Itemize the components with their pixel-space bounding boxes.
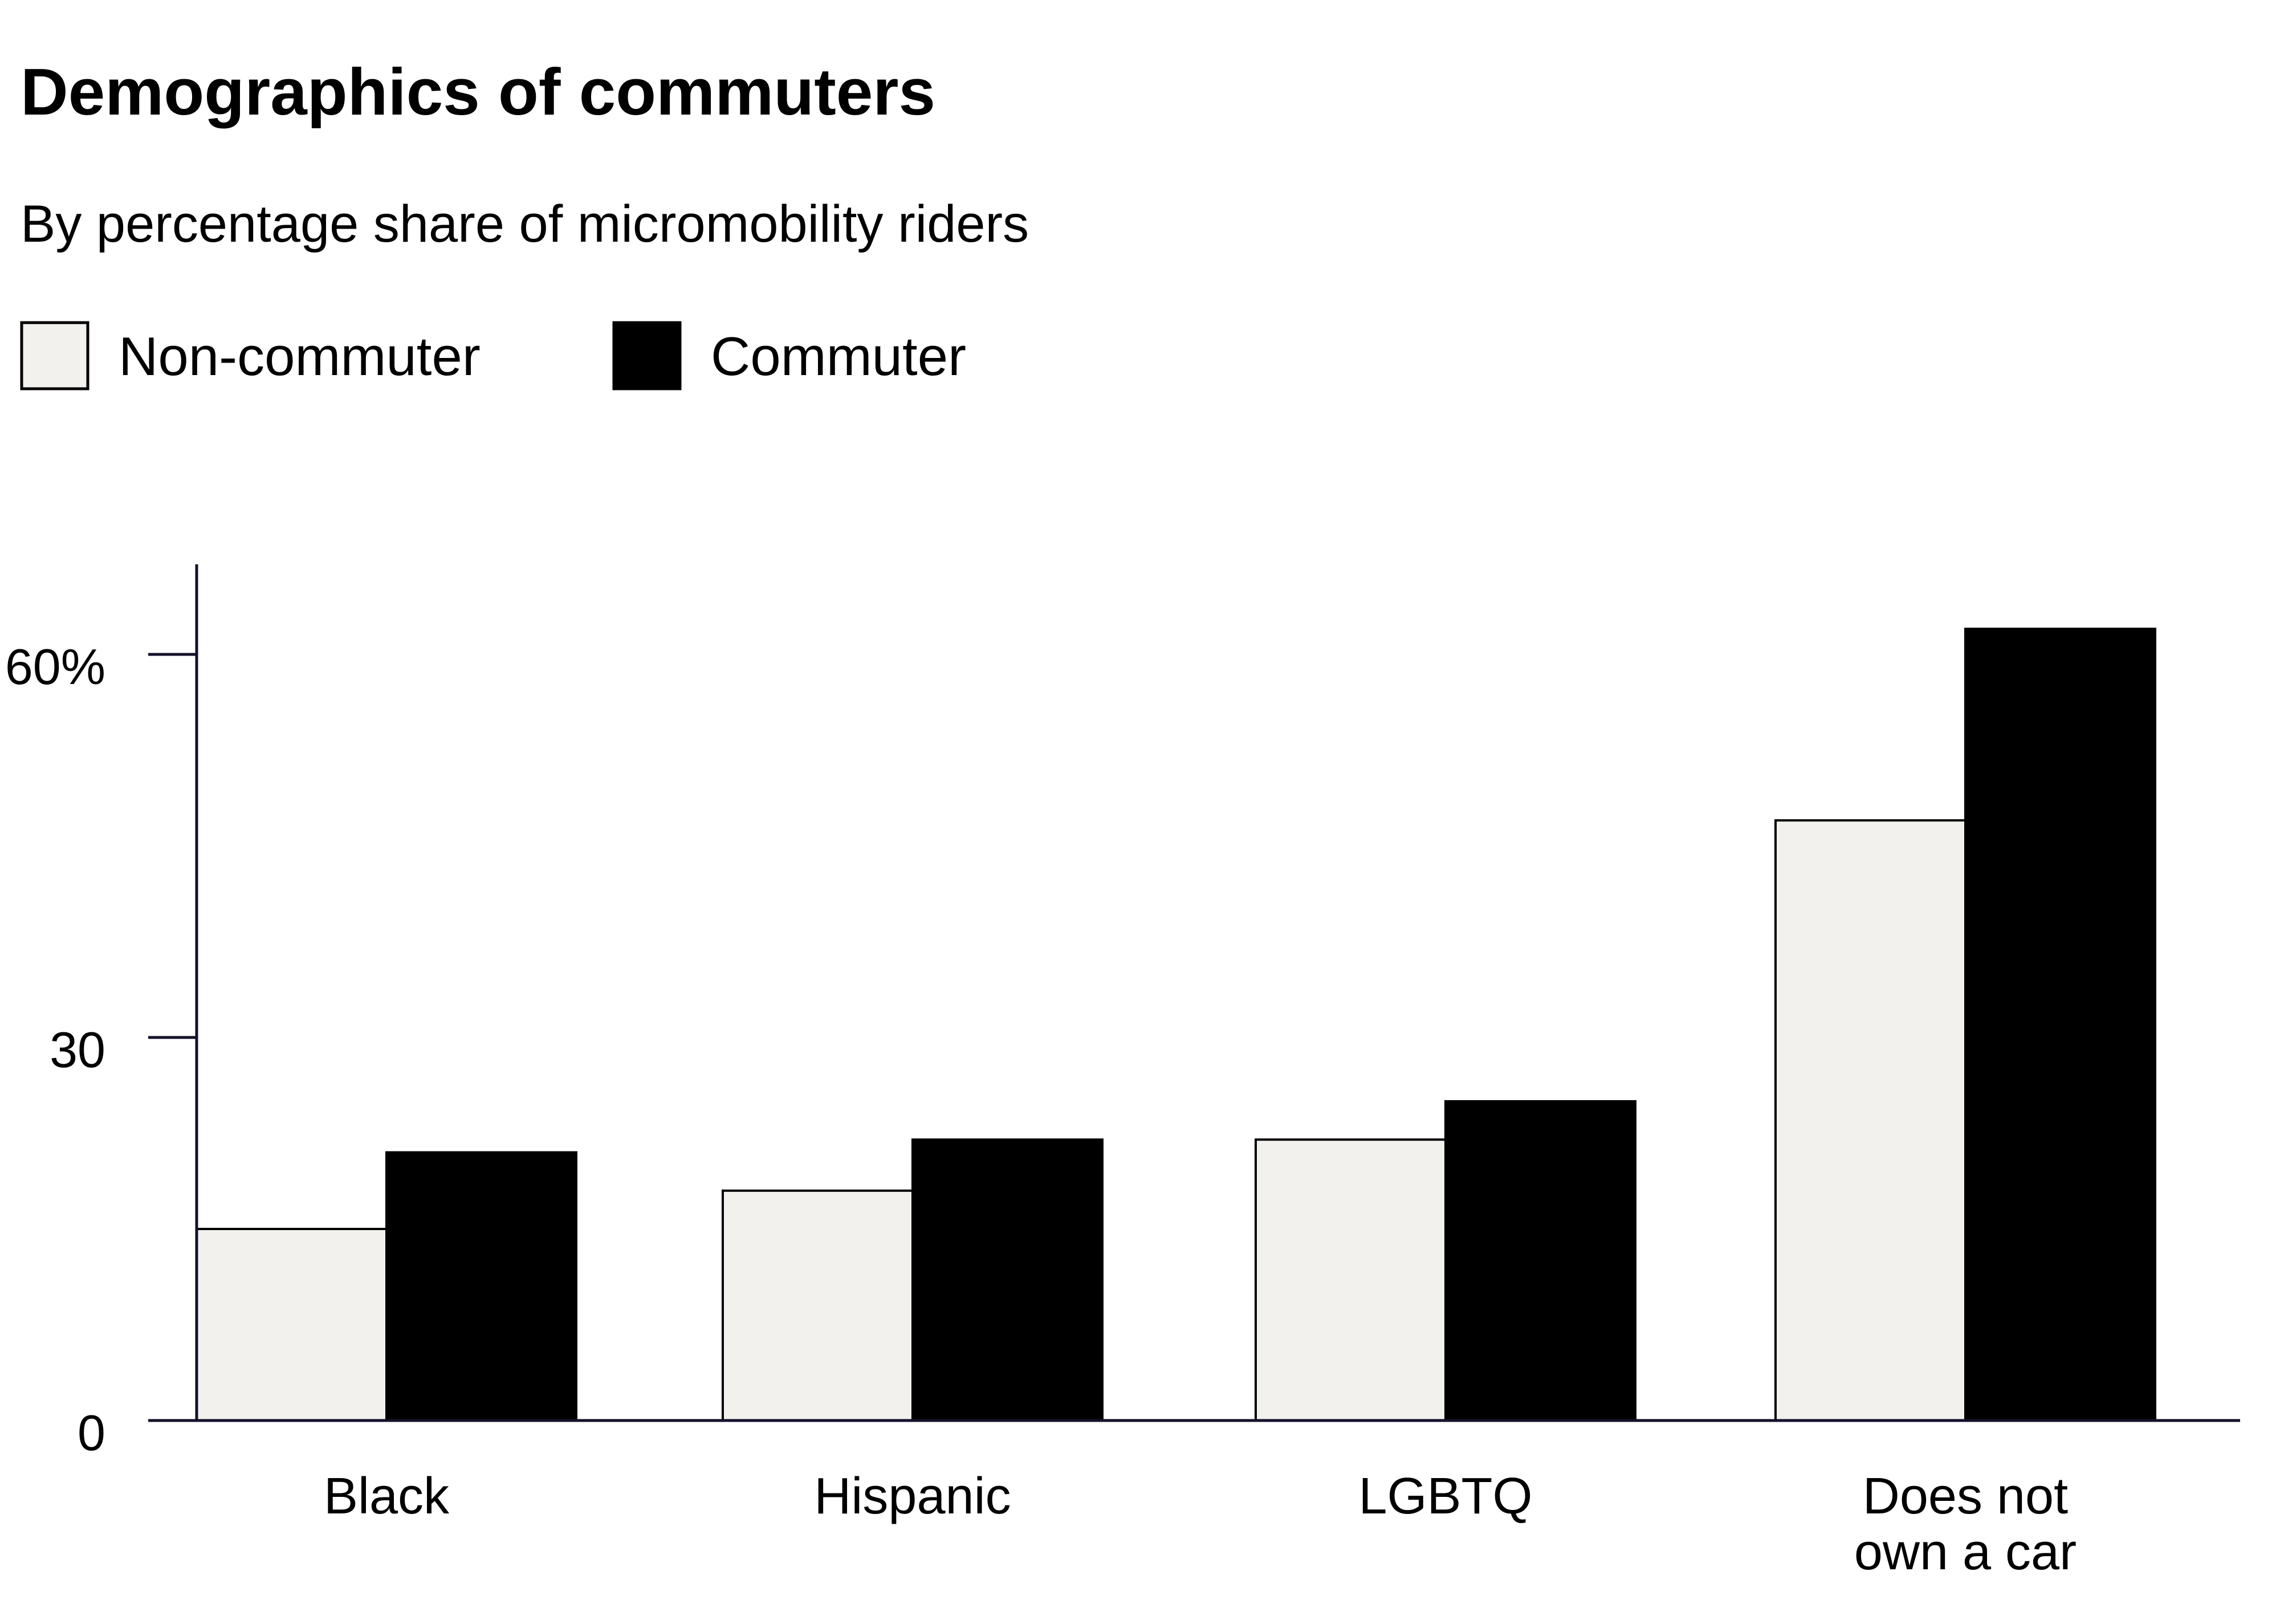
legend-label-commuter: Commuter bbox=[711, 326, 966, 387]
x-tick-label: Black bbox=[324, 1468, 450, 1525]
chart-subtitle: By percentage share of micromobility rid… bbox=[21, 195, 1029, 253]
bar-non-commuter-0 bbox=[196, 1228, 388, 1422]
legend-swatch-non-commuter bbox=[20, 321, 89, 390]
legend: Non-commuter Commuter bbox=[20, 321, 966, 390]
x-tick-label: Does not bbox=[1863, 1468, 2068, 1525]
bar-commuter-1 bbox=[911, 1138, 1104, 1422]
bar-non-commuter-3 bbox=[1774, 819, 1966, 1422]
bar-commuter-0 bbox=[385, 1151, 577, 1422]
y-tick-label: 60% bbox=[5, 638, 105, 695]
legend-swatch-commuter bbox=[612, 321, 682, 390]
y-tick-label: 30 bbox=[50, 1021, 105, 1078]
bar-commuter-2 bbox=[1444, 1100, 1636, 1422]
x-tick-label: LGBTQ bbox=[1358, 1468, 1532, 1525]
y-axis-ticks: 0 30 60% bbox=[5, 638, 197, 1461]
bar-commuter-3 bbox=[1964, 628, 2156, 1422]
axes bbox=[148, 564, 2240, 1422]
y-tick-label: 0 bbox=[78, 1405, 105, 1461]
bars bbox=[196, 628, 2156, 1422]
bar-non-commuter-2 bbox=[1255, 1138, 1447, 1422]
x-tick-label: own a car bbox=[1854, 1524, 2077, 1581]
x-tick-label: Hispanic bbox=[814, 1468, 1011, 1525]
chart-title: Demographics of commuters bbox=[21, 55, 936, 129]
bar-non-commuter-1 bbox=[722, 1189, 914, 1422]
legend-label-non-commuter: Non-commuter bbox=[119, 326, 481, 387]
